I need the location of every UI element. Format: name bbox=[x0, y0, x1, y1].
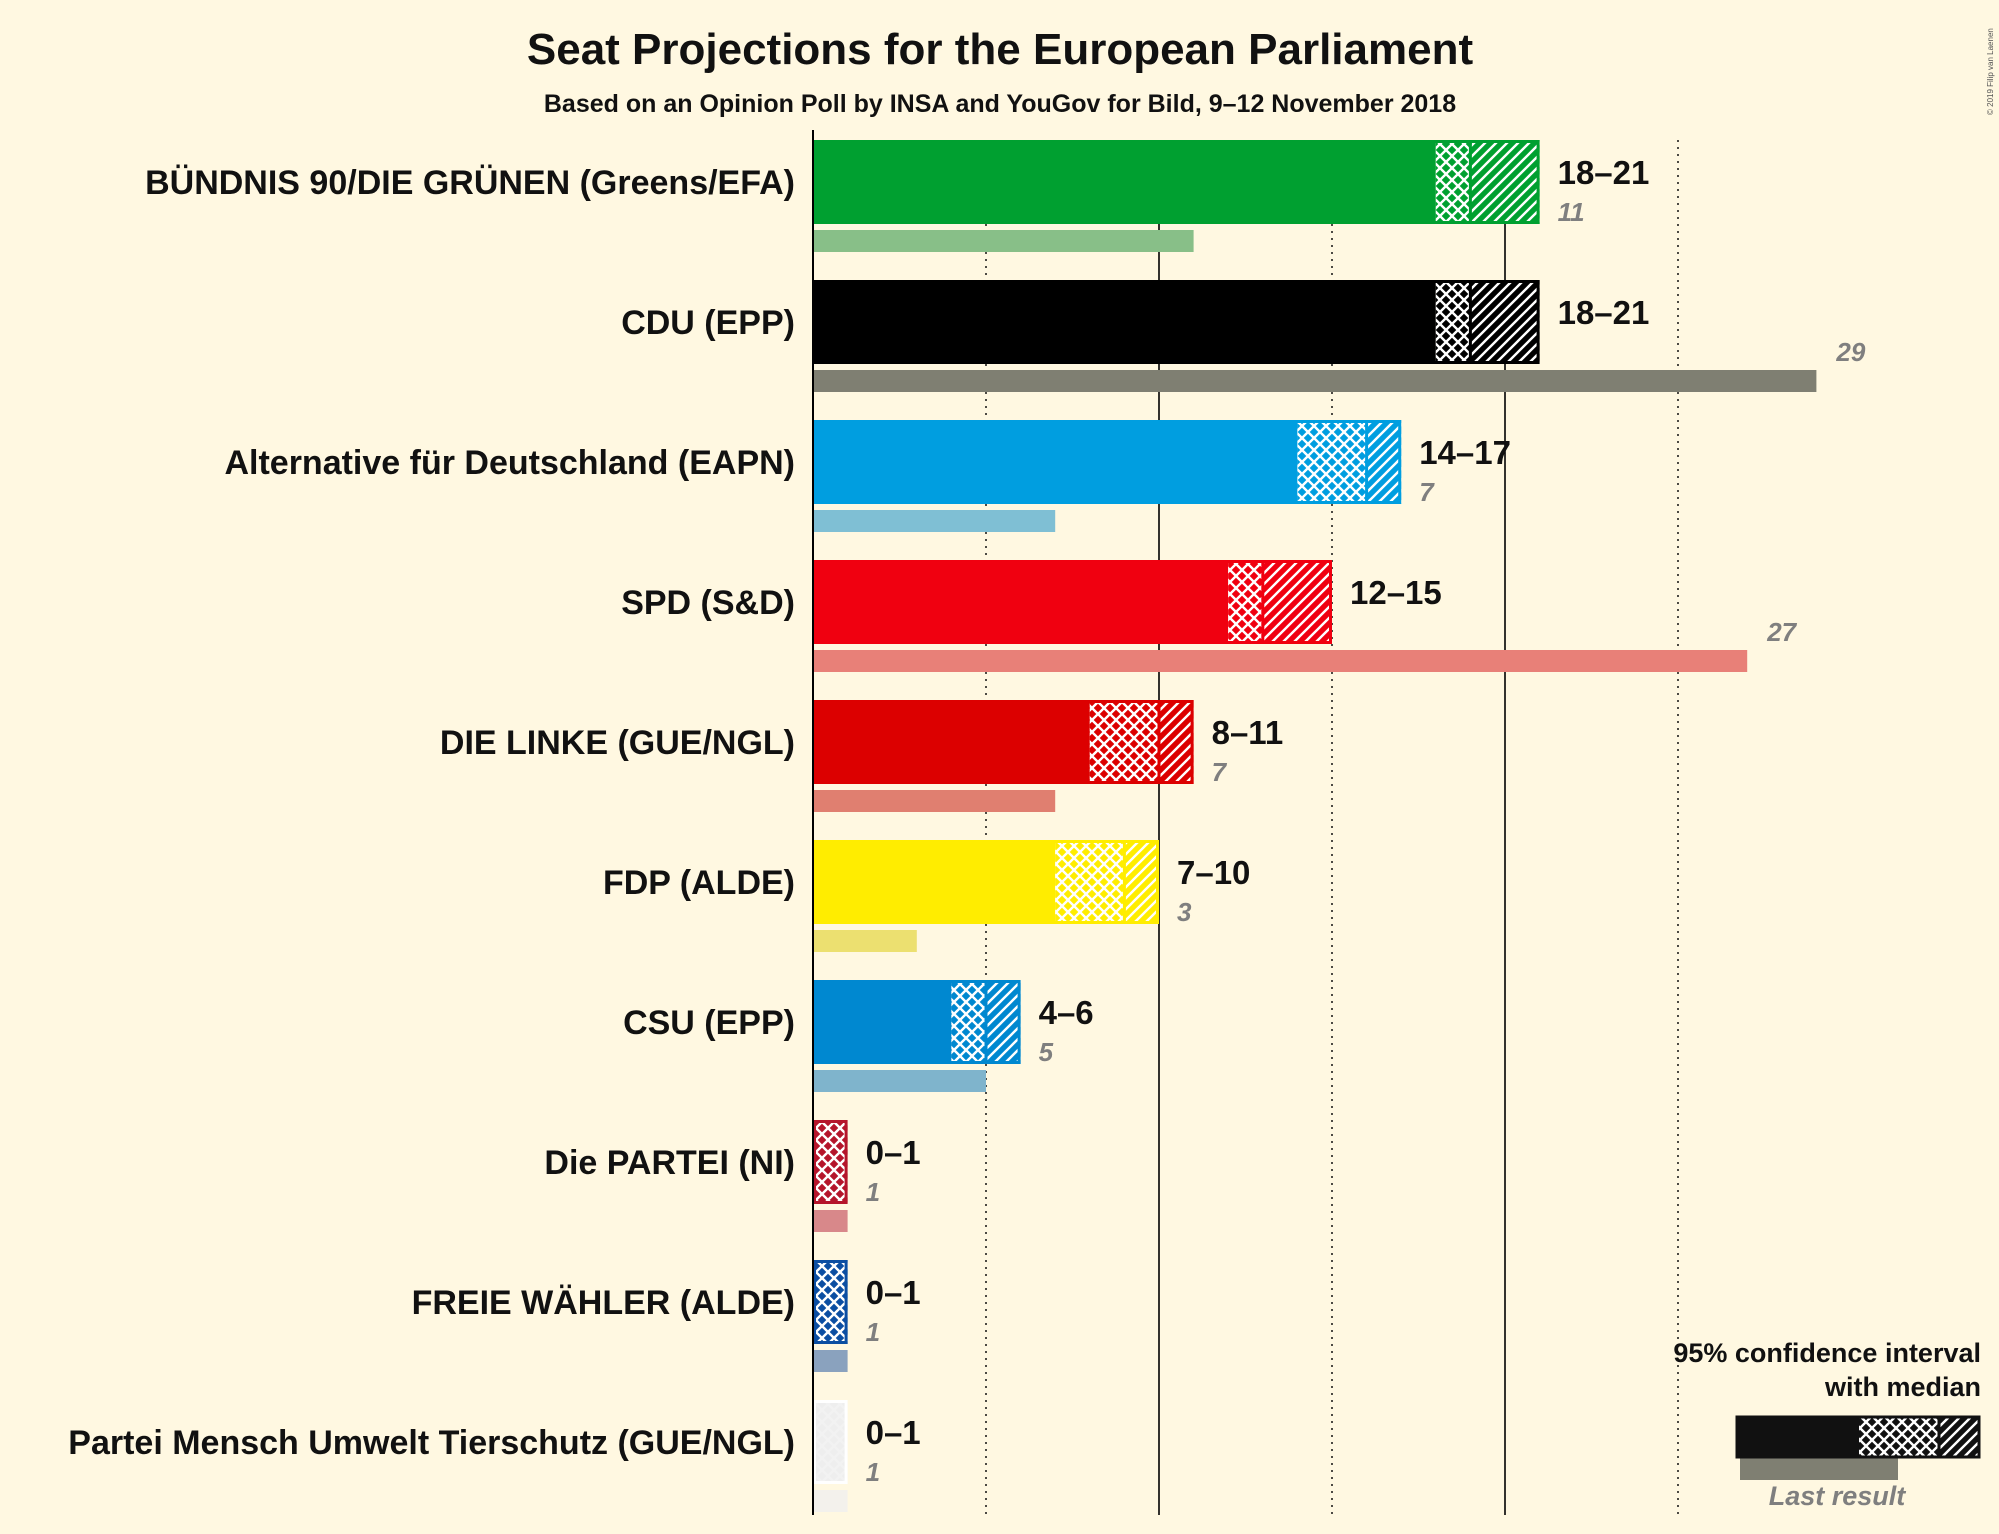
last-result-label: 7 bbox=[1212, 757, 1228, 787]
ci-crosshatch bbox=[813, 1260, 848, 1344]
legend-title-line1: 95% confidence interval bbox=[1673, 1338, 1981, 1368]
party-row: CDU (EPP) 18–21 29 bbox=[621, 280, 1866, 392]
party-bars: BÜNDNIS 90/DIE GRÜNEN (Greens/EFA) 18–21 1… bbox=[68, 140, 1866, 1512]
ci-lower-crosshatch bbox=[1228, 560, 1263, 644]
ci-outline bbox=[813, 1120, 848, 1204]
party-name-label: CSU (EPP) bbox=[623, 1004, 795, 1042]
median-bar bbox=[813, 280, 1436, 364]
ci-outline bbox=[813, 700, 1194, 784]
last-result-label: 1 bbox=[866, 1317, 880, 1347]
last-result-bar bbox=[813, 930, 917, 952]
median-bar bbox=[813, 700, 1090, 784]
ci-lower-crosshatch bbox=[1089, 700, 1159, 784]
ci-upper-hatch bbox=[1470, 280, 1540, 364]
party-row: SPD (S&D) 12–15 27 bbox=[621, 560, 1798, 672]
party-row: CSU (EPP) 4–6 5 bbox=[623, 980, 1094, 1092]
chart-title: Seat Projections for the European Parlia… bbox=[527, 25, 1474, 74]
party-row: DIE LINKE (GUE/NGL) 8–11 7 bbox=[440, 700, 1283, 812]
last-result-label: 29 bbox=[1835, 337, 1865, 367]
ci-outline bbox=[813, 280, 1540, 364]
last-result-bar bbox=[813, 650, 1748, 672]
seat-range-label: 4–6 bbox=[1039, 994, 1094, 1031]
party-row: Die PARTEI (NI) 0–1 1 bbox=[544, 1120, 921, 1232]
last-result-bar bbox=[813, 510, 1056, 532]
last-result-bar bbox=[813, 790, 1056, 812]
party-row: FREIE WÄHLER (ALDE) 0–1 1 bbox=[412, 1260, 921, 1372]
ci-upper-hatch bbox=[1366, 420, 1402, 504]
legend-title-line2: with median bbox=[1824, 1372, 1981, 1402]
ci-outline bbox=[813, 840, 1159, 924]
last-result-bar bbox=[813, 370, 1817, 392]
legend-last-result-bar bbox=[1740, 1458, 1898, 1480]
median-bar bbox=[813, 980, 952, 1064]
ci-upper-hatch bbox=[986, 980, 1021, 1064]
ci-outline bbox=[813, 1260, 848, 1344]
last-result-label: 1 bbox=[866, 1457, 880, 1487]
ci-outline bbox=[813, 1400, 848, 1484]
gridlines bbox=[985, 140, 1679, 1515]
ci-upper-hatch bbox=[1470, 140, 1540, 224]
median-bar bbox=[813, 840, 1056, 924]
legend-solid-bar bbox=[1737, 1417, 1859, 1457]
seat-range-label: 18–21 bbox=[1558, 294, 1650, 331]
ci-lower-crosshatch bbox=[1297, 420, 1367, 504]
party-row: Partei Mensch Umwelt Tierschutz (GUE/NGL… bbox=[68, 1400, 921, 1512]
ci-outline bbox=[813, 420, 1402, 504]
last-result-label: 1 bbox=[866, 1177, 880, 1207]
seat-range-label: 7–10 bbox=[1177, 854, 1250, 891]
last-result-label: 11 bbox=[1558, 197, 1585, 227]
party-name-label: Partei Mensch Umwelt Tierschutz (GUE/NGL… bbox=[68, 1424, 795, 1462]
ci-crosshatch bbox=[813, 1120, 848, 1204]
legend-ci-outline bbox=[1735, 1415, 1981, 1459]
last-result-bar bbox=[813, 1350, 848, 1372]
last-result-label: 3 bbox=[1177, 897, 1192, 927]
seat-range-label: 0–1 bbox=[866, 1134, 921, 1171]
last-result-bar bbox=[813, 1210, 848, 1232]
last-result-label: 27 bbox=[1766, 617, 1797, 647]
seat-range-label: 14–17 bbox=[1419, 434, 1511, 471]
ci-outline bbox=[813, 980, 1021, 1064]
legend-last-result-label: Last result bbox=[1769, 1481, 1907, 1511]
ci-upper-hatch bbox=[1262, 560, 1332, 644]
last-result-bar bbox=[813, 230, 1194, 252]
ci-crosshatch bbox=[813, 1400, 848, 1484]
median-bar bbox=[813, 140, 1436, 224]
party-name-label: FDP (ALDE) bbox=[603, 864, 795, 902]
median-bar bbox=[813, 420, 1298, 504]
legend-ci-crosshatch bbox=[1859, 1417, 1939, 1457]
party-name-label: Die PARTEI (NI) bbox=[544, 1144, 795, 1182]
ci-upper-hatch bbox=[1159, 700, 1194, 784]
seat-range-label: 12–15 bbox=[1350, 574, 1442, 611]
seat-range-label: 0–1 bbox=[866, 1274, 921, 1311]
party-row: Alternative für Deutschland (EAPN) 14–17 7 bbox=[224, 420, 1511, 532]
party-name-label: BÜNDNIS 90/DIE GRÜNEN (Greens/EFA) bbox=[145, 164, 795, 202]
party-name-label: SPD (S&D) bbox=[621, 584, 795, 622]
seat-range-label: 0–1 bbox=[866, 1414, 921, 1451]
chart-subtitle: Based on an Opinion Poll by INSA and You… bbox=[544, 90, 1456, 118]
ci-outline bbox=[813, 560, 1332, 644]
last-result-label: 7 bbox=[1419, 477, 1435, 507]
ci-lower-crosshatch bbox=[1435, 140, 1471, 224]
ci-lower-crosshatch bbox=[1055, 840, 1125, 924]
last-result-bar bbox=[813, 1070, 986, 1092]
party-name-label: DIE LINKE (GUE/NGL) bbox=[440, 724, 795, 762]
seat-range-label: 18–21 bbox=[1558, 154, 1650, 191]
last-result-bar bbox=[813, 1490, 848, 1512]
median-bar bbox=[813, 560, 1229, 644]
legend: 95% confidence interval with median Last… bbox=[1673, 1338, 1981, 1511]
last-result-label: 5 bbox=[1039, 1037, 1054, 1067]
party-name-label: FREIE WÄHLER (ALDE) bbox=[412, 1284, 795, 1322]
party-name-label: Alternative für Deutschland (EAPN) bbox=[224, 444, 795, 482]
party-row: FDP (ALDE) 7–10 3 bbox=[603, 840, 1250, 952]
legend-ci-hatch bbox=[1939, 1417, 1979, 1457]
ci-upper-hatch bbox=[1124, 840, 1159, 924]
copyright-note: © 2019 Filip van Laenen bbox=[1986, 28, 1995, 115]
ci-outline bbox=[813, 140, 1540, 224]
party-row: BÜNDNIS 90/DIE GRÜNEN (Greens/EFA) 18–21 1… bbox=[145, 140, 1649, 252]
seat-range-label: 8–11 bbox=[1212, 714, 1284, 751]
ci-lower-crosshatch bbox=[951, 980, 986, 1064]
ci-lower-crosshatch bbox=[1435, 280, 1471, 364]
party-name-label: CDU (EPP) bbox=[621, 304, 795, 342]
